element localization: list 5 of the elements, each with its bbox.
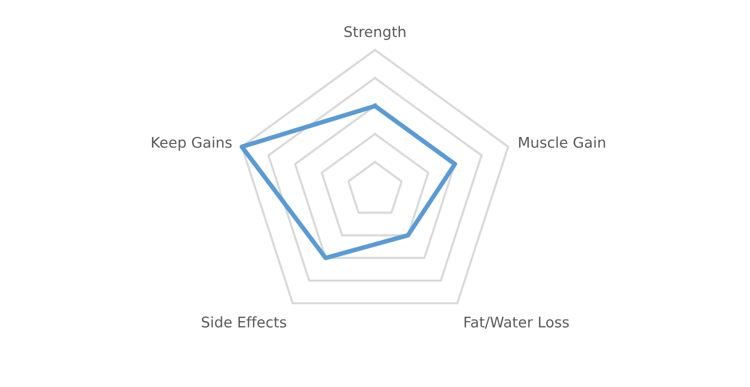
spoke-label: Fat/Water Loss: [464, 316, 569, 329]
spoke-label: Muscle Gain: [519, 136, 606, 148]
spoke-label: Keep Gains: [152, 136, 232, 151]
spoke-label: Strength: [344, 26, 406, 40]
spoke-label: Side Effects: [202, 316, 286, 328]
